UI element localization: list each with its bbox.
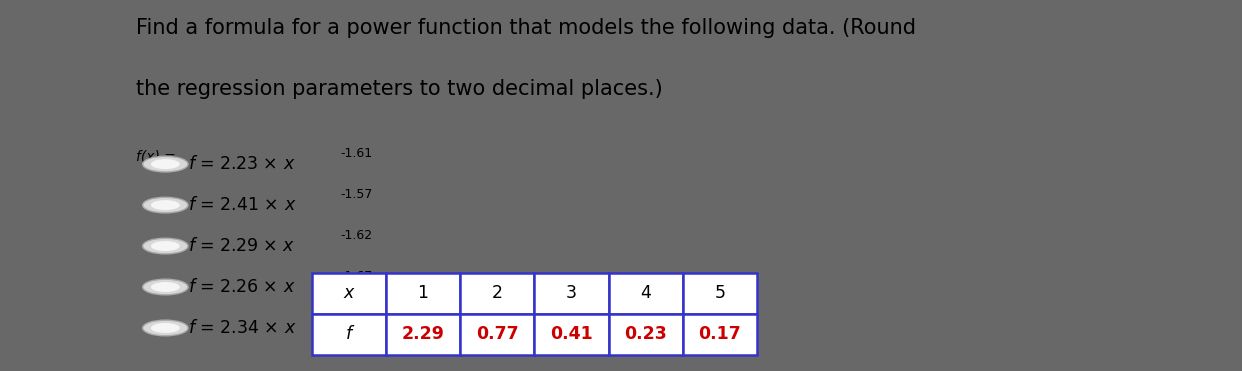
Bar [386,273,461,314]
Circle shape [152,282,180,292]
Text: 2.29: 2.29 [401,325,445,343]
Circle shape [152,241,180,251]
Bar [312,273,386,314]
Text: $f$ = 2.41 × $x$: $f$ = 2.41 × $x$ [188,196,297,214]
Text: -1.61: -1.61 [340,147,373,160]
Text: -1.67: -1.67 [340,270,373,283]
Bar [609,273,683,314]
Bar [386,314,461,355]
Text: 5: 5 [714,284,725,302]
Bar [683,314,758,355]
Text: $f$ = 2.23 × $x$: $f$ = 2.23 × $x$ [188,155,296,173]
Text: 0.77: 0.77 [476,325,519,343]
Text: $f$ = 2.34 × $x$: $f$ = 2.34 × $x$ [188,319,297,337]
Text: 0.17: 0.17 [698,325,741,343]
Text: 3: 3 [566,284,578,302]
Text: the regression parameters to two decimal places.): the regression parameters to two decimal… [137,79,663,99]
Bar [461,273,534,314]
Circle shape [152,200,180,210]
Text: 4: 4 [641,284,651,302]
Text: 1: 1 [417,284,428,302]
Circle shape [143,320,188,336]
Text: f: f [345,325,351,343]
Text: -1.63: -1.63 [340,311,373,324]
Circle shape [143,238,188,254]
Text: $f$ = 2.26 × $x$: $f$ = 2.26 × $x$ [188,278,296,296]
Circle shape [143,197,188,213]
Bar [461,314,534,355]
Circle shape [152,159,180,169]
Text: 0.41: 0.41 [550,325,592,343]
Text: Find a formula for a power function that models the following data. (Round: Find a formula for a power function that… [137,18,917,38]
Circle shape [143,279,188,295]
Bar [534,314,609,355]
Circle shape [143,156,188,172]
Circle shape [152,323,180,333]
Text: -1.57: -1.57 [340,188,373,201]
Text: -1.62: -1.62 [340,229,373,242]
Bar [534,273,609,314]
Bar [312,314,386,355]
Bar [683,273,758,314]
Text: $f$ = 2.29 × $x$: $f$ = 2.29 × $x$ [188,237,296,255]
Bar [609,314,683,355]
Text: x: x [344,284,354,302]
Text: 0.23: 0.23 [625,325,667,343]
Text: 2: 2 [492,284,503,302]
Text: f(x) =: f(x) = [137,150,176,164]
